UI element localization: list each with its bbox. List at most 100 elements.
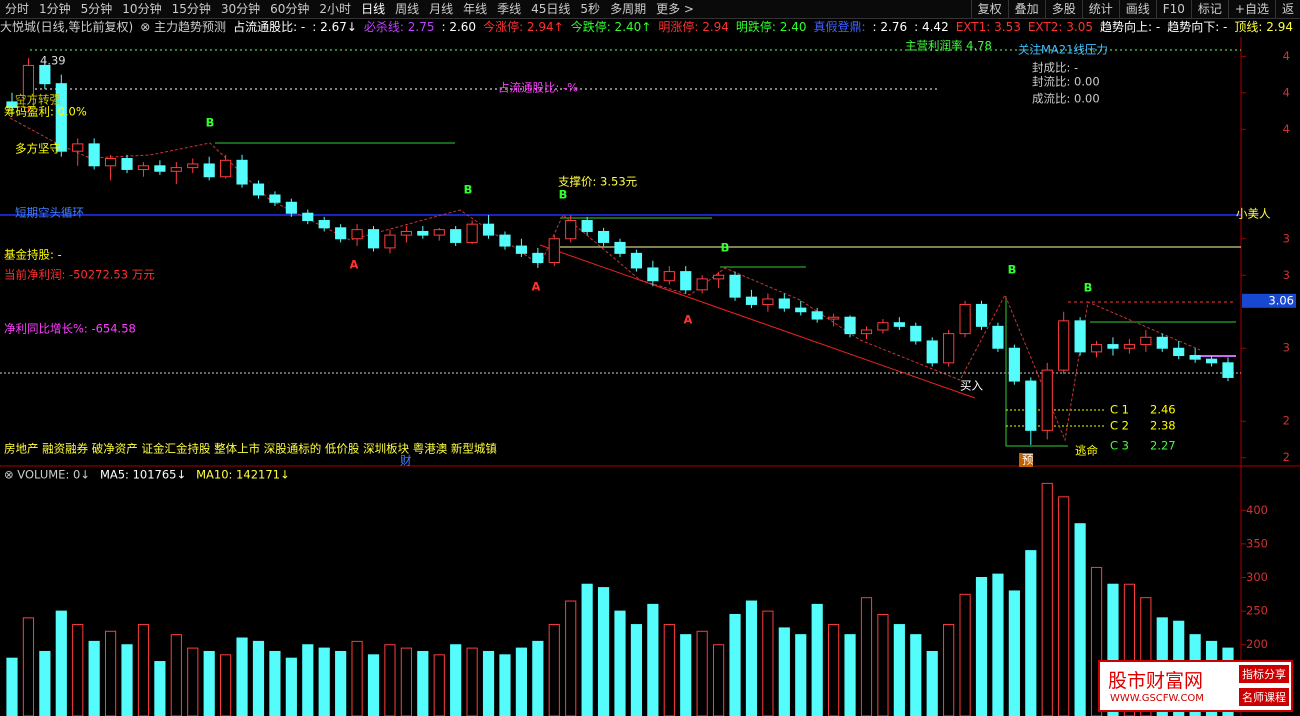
tool-button[interactable]: F10 bbox=[1155, 0, 1191, 18]
period-tab[interactable]: 2小时 bbox=[319, 2, 352, 16]
candle-body bbox=[1140, 336, 1152, 346]
period-tab[interactable]: 5分钟 bbox=[80, 2, 113, 16]
volume-bar bbox=[367, 654, 380, 716]
period-tab[interactable]: 周线 bbox=[395, 2, 420, 16]
volume-bar bbox=[499, 654, 511, 716]
period-tab[interactable]: 1分钟 bbox=[39, 2, 71, 16]
candle-body bbox=[680, 271, 692, 291]
candle-body bbox=[39, 64, 51, 85]
indicator-value: 明涨停: 2.94 bbox=[658, 20, 729, 34]
period-tab[interactable]: 30分钟 bbox=[220, 2, 261, 16]
volume-bar bbox=[630, 624, 643, 716]
candle-body bbox=[367, 229, 380, 249]
signal-label: A bbox=[684, 313, 693, 327]
candle-body bbox=[1107, 344, 1119, 349]
tool-button[interactable]: 统计 bbox=[1081, 0, 1119, 18]
candle-body bbox=[433, 229, 445, 236]
candle-body bbox=[910, 325, 922, 342]
period-tab[interactable]: 月线 bbox=[429, 2, 454, 16]
volume-bar bbox=[1107, 583, 1119, 716]
candle-body bbox=[762, 298, 774, 305]
guide-line bbox=[1005, 296, 1068, 447]
candle-body bbox=[121, 157, 133, 170]
volume-bar bbox=[581, 583, 593, 716]
tool-button[interactable]: 复权 bbox=[970, 0, 1008, 18]
volume-bar bbox=[926, 650, 938, 716]
candle-body bbox=[154, 165, 166, 172]
volume-bar bbox=[170, 634, 182, 716]
tool-button[interactable]: 叠加 bbox=[1007, 0, 1045, 18]
period-tab[interactable]: 分时 bbox=[5, 2, 30, 16]
volume-bar bbox=[450, 644, 462, 716]
candle-body bbox=[285, 201, 297, 214]
candle-body bbox=[220, 159, 232, 178]
indicator-value: : 4.42 bbox=[914, 20, 949, 34]
volume-bar bbox=[943, 624, 955, 716]
candle-body bbox=[729, 274, 741, 298]
candle-body bbox=[499, 234, 511, 247]
period-tab[interactable]: 60分钟 bbox=[270, 2, 310, 16]
tool-button[interactable]: 多股 bbox=[1044, 0, 1082, 18]
period-tab[interactable]: 45日线 bbox=[531, 2, 571, 16]
volume-bar bbox=[302, 644, 314, 716]
candle-body bbox=[581, 220, 593, 232]
volume-bar bbox=[335, 650, 347, 716]
volume-header: MA5: 101765↓ bbox=[100, 468, 186, 482]
period-tab[interactable]: 多周期 bbox=[610, 2, 647, 16]
candle-body bbox=[597, 230, 610, 243]
period-tab[interactable]: 季线 bbox=[497, 2, 522, 16]
period-tab[interactable]: 更多 > bbox=[656, 2, 694, 16]
annotation: 当前净利润: -50272.53 万元 bbox=[4, 268, 155, 282]
signal-label: B bbox=[1008, 263, 1017, 277]
candle-body bbox=[778, 298, 790, 309]
candle-body bbox=[515, 245, 527, 254]
candle-body bbox=[663, 271, 675, 282]
period-tab[interactable]: 10分钟 bbox=[122, 2, 162, 16]
candle-body bbox=[943, 333, 955, 364]
annotation: 成流比: 0.00 bbox=[1032, 92, 1100, 106]
candle-body bbox=[992, 325, 1004, 349]
tool-button[interactable]: +自选 bbox=[1227, 0, 1275, 18]
annotation: 财 bbox=[400, 454, 412, 468]
candle-body bbox=[203, 163, 215, 178]
signal-label: B bbox=[559, 188, 568, 202]
tool-button[interactable]: 返 bbox=[1274, 0, 1300, 18]
candle-body bbox=[532, 252, 544, 263]
period-tab[interactable]: 15分钟 bbox=[171, 2, 211, 16]
candle-body bbox=[548, 238, 560, 263]
annotation: 封流比: 0.00 bbox=[1032, 75, 1100, 89]
indicator-value: EXT1: 3.53 bbox=[955, 20, 1021, 34]
candle-body bbox=[877, 322, 889, 331]
indicator-value: 今涨停: 2.94↑ bbox=[483, 20, 564, 34]
tool-button[interactable]: 标记 bbox=[1190, 0, 1228, 18]
candle-body bbox=[1205, 358, 1218, 364]
volume-bar bbox=[745, 600, 758, 716]
volume-bar bbox=[663, 624, 675, 716]
volume-bar bbox=[187, 647, 199, 716]
candle-body bbox=[630, 252, 643, 269]
indicator-value: 趋势向下: - bbox=[1167, 20, 1228, 34]
candle-body bbox=[170, 167, 182, 172]
y-tick-label: 4 bbox=[1283, 49, 1290, 63]
period-tab[interactable]: 5秒 bbox=[580, 2, 601, 16]
annotation: 空方转强 bbox=[15, 93, 61, 107]
y-tick-label: 3 bbox=[1283, 341, 1290, 355]
tool-button[interactable]: 画线 bbox=[1118, 0, 1156, 18]
period-tab[interactable]: 日线 bbox=[361, 2, 386, 16]
candle-body bbox=[252, 183, 265, 196]
candle-body bbox=[975, 303, 988, 327]
candle-body bbox=[1058, 320, 1070, 371]
volume-bar bbox=[351, 640, 363, 716]
signal-label: B bbox=[1084, 281, 1093, 295]
volume-bar bbox=[220, 654, 232, 716]
volume-bar bbox=[680, 634, 692, 716]
tag-box bbox=[1019, 453, 1033, 467]
candle-body bbox=[959, 303, 971, 335]
candle-body bbox=[1074, 320, 1086, 353]
annotation: 2.46 bbox=[1150, 403, 1176, 417]
volume-bar bbox=[762, 610, 774, 716]
period-tab[interactable]: 年线 bbox=[463, 2, 488, 16]
candle-body bbox=[137, 165, 150, 170]
